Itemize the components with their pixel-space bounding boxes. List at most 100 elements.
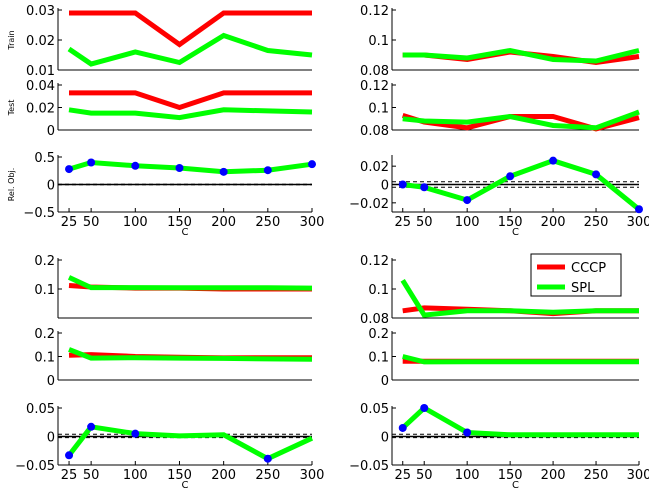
series-line-cccp	[69, 90, 312, 111]
y-tick-label: −0.05	[15, 459, 55, 474]
x-axis-label: C	[182, 480, 189, 491]
panel-train: 0.08 0.1 0.12	[360, 254, 639, 327]
x-tick-label: 250	[584, 215, 609, 230]
legend: CCCP SPL	[530, 253, 622, 297]
x-tick-label: 150	[167, 215, 192, 230]
y-tick-label: 0.1	[368, 283, 389, 298]
y-tick-label: 0	[381, 374, 389, 389]
x-tick-label: 300	[300, 215, 325, 230]
x-tick-label: 250	[255, 468, 280, 483]
y-tick-label: 0.03	[26, 4, 55, 19]
chart-group-bottom-right: 0.08 0.1 0.12 0 0.1 0.2 −0.05 0 0.05 25 50 100 150 20…	[349, 254, 649, 491]
panel-test: 0.08 0.1 0.12	[360, 79, 640, 139]
x-tick-label: 150	[498, 468, 523, 483]
series-line-spl	[67, 32, 313, 67]
y-tick-label: −0.05	[349, 459, 389, 474]
x-tick-label: 200	[211, 468, 236, 483]
y-tick-label: 0	[47, 124, 55, 139]
data-point-marker	[263, 166, 272, 175]
data-point-marker	[463, 428, 472, 437]
x-tick-label: 100	[455, 215, 480, 230]
x-tick-label: 50	[83, 215, 100, 230]
data-point-marker	[420, 183, 429, 192]
y-tick-label: 0.02	[360, 160, 389, 175]
y-tick-label: 0.5	[34, 151, 55, 166]
y-tick-label: 0	[381, 179, 389, 194]
y-tick-label: 0.12	[360, 79, 389, 94]
x-tick-label: 200	[541, 468, 566, 483]
x-tick-label: 100	[123, 468, 148, 483]
data-point-marker	[131, 161, 140, 170]
y-tick-label: 0.12	[360, 254, 389, 269]
x-axis-label: C	[512, 227, 519, 238]
panel-relobj: −0.02 0 0.02 25 50 100 150 200 250 300 C	[349, 155, 649, 238]
x-tick-label: 300	[627, 215, 649, 230]
data-point-marker	[463, 196, 472, 205]
y-tick-label: 0	[381, 431, 389, 446]
panel-relobj: −0.05 0 0.05 25 50 100 150 200 250 300 C	[15, 402, 324, 491]
x-tick-label: 250	[255, 215, 280, 230]
y-tick-label: −0.02	[349, 197, 389, 212]
data-point-marker	[635, 205, 643, 214]
y-tick-label: 0.08	[360, 124, 389, 139]
y-tick-label: 0.2	[368, 327, 389, 342]
data-point-marker	[87, 158, 96, 167]
y-tick-label: 0.1	[34, 283, 55, 298]
x-tick-label: 25	[61, 215, 78, 230]
series-line-spl	[402, 109, 640, 131]
x-tick-label: 50	[416, 215, 433, 230]
y-tick-label: 0.1	[368, 34, 389, 49]
series-line-spl	[67, 424, 314, 462]
x-tick-label: 25	[61, 468, 78, 483]
x-axis-label: C	[512, 480, 519, 491]
panel-test: 0 0.1 0.2	[34, 327, 313, 389]
legend-label-spl: SPL	[571, 281, 595, 296]
y-tick-label: 0.01	[26, 64, 55, 79]
series-line-cccp	[69, 10, 312, 48]
series-line-spl	[68, 107, 313, 121]
x-axis-label: C	[182, 227, 189, 238]
y-tick-label: 0.02	[26, 102, 55, 117]
data-point-marker	[506, 172, 515, 181]
y-axis-label: Train	[7, 30, 16, 50]
data-point-marker	[420, 404, 429, 412]
x-tick-label: 100	[455, 468, 480, 483]
y-tick-label: −0.5	[23, 206, 55, 221]
y-tick-label: 0.08	[360, 312, 389, 327]
data-point-marker	[175, 164, 184, 172]
data-point-marker	[549, 156, 558, 165]
chart-group-top-left: 0.01 0.02 0.03 Train 0 0.02 0.04 Test −0.5 0 0.5 Re…	[7, 4, 324, 238]
x-tick-label: 50	[83, 468, 100, 483]
x-tick-label: 200	[541, 215, 566, 230]
panel-train: 0.08 0.1 0.12	[360, 4, 640, 79]
y-axis-label: Test	[7, 100, 16, 117]
panel-train: 0.01 0.02 0.03 Train	[7, 4, 313, 79]
y-tick-label: 0.08	[360, 64, 389, 79]
x-tick-label: 150	[498, 215, 523, 230]
panel-test: 0 0.02 0.04 Test	[7, 79, 313, 139]
x-tick-label: 300	[300, 468, 325, 483]
panel-relobj: −0.05 0 0.05 25 50 100 150 200 250 300 C	[349, 402, 649, 491]
x-tick-label: 25	[394, 215, 411, 230]
x-tick-label: 200	[211, 215, 236, 230]
data-point-marker	[398, 423, 407, 432]
y-tick-label: 0	[47, 179, 55, 194]
x-tick-label: 100	[123, 215, 148, 230]
data-point-marker	[87, 422, 96, 431]
x-tick-label: 300	[627, 468, 649, 483]
panel-relobj: −0.5 0 0.5 Rel. Obj. 25 50 100 150 200 250 300 C	[7, 151, 324, 238]
y-tick-label: 0.12	[360, 4, 389, 19]
data-point-marker	[398, 180, 407, 189]
y-tick-label: 0.05	[26, 402, 55, 417]
data-point-marker	[592, 170, 601, 179]
y-tick-label: 0.2	[34, 254, 55, 269]
x-tick-label: 250	[584, 468, 609, 483]
y-tick-label: 0.1	[368, 351, 389, 366]
series-line-spl	[67, 275, 313, 291]
series-line-spl	[400, 278, 639, 318]
x-tick-label: 150	[167, 468, 192, 483]
data-point-marker	[65, 165, 74, 174]
y-tick-label: 0.02	[26, 34, 55, 49]
data-point-marker	[308, 160, 316, 169]
